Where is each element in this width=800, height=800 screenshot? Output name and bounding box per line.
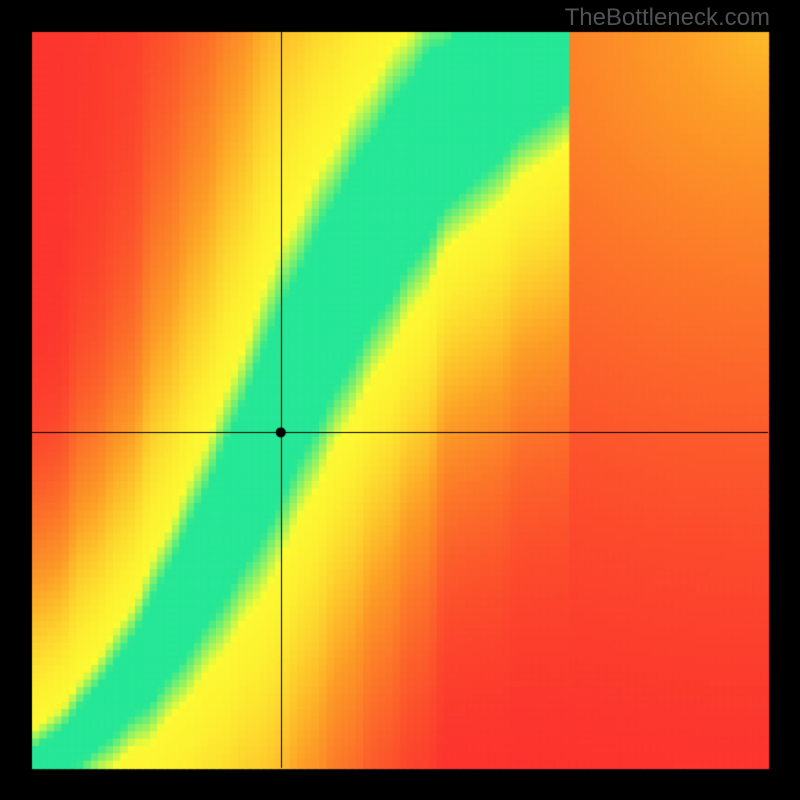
bottleneck-heatmap	[0, 0, 800, 800]
watermark-text: TheBottleneck.com	[565, 4, 770, 32]
